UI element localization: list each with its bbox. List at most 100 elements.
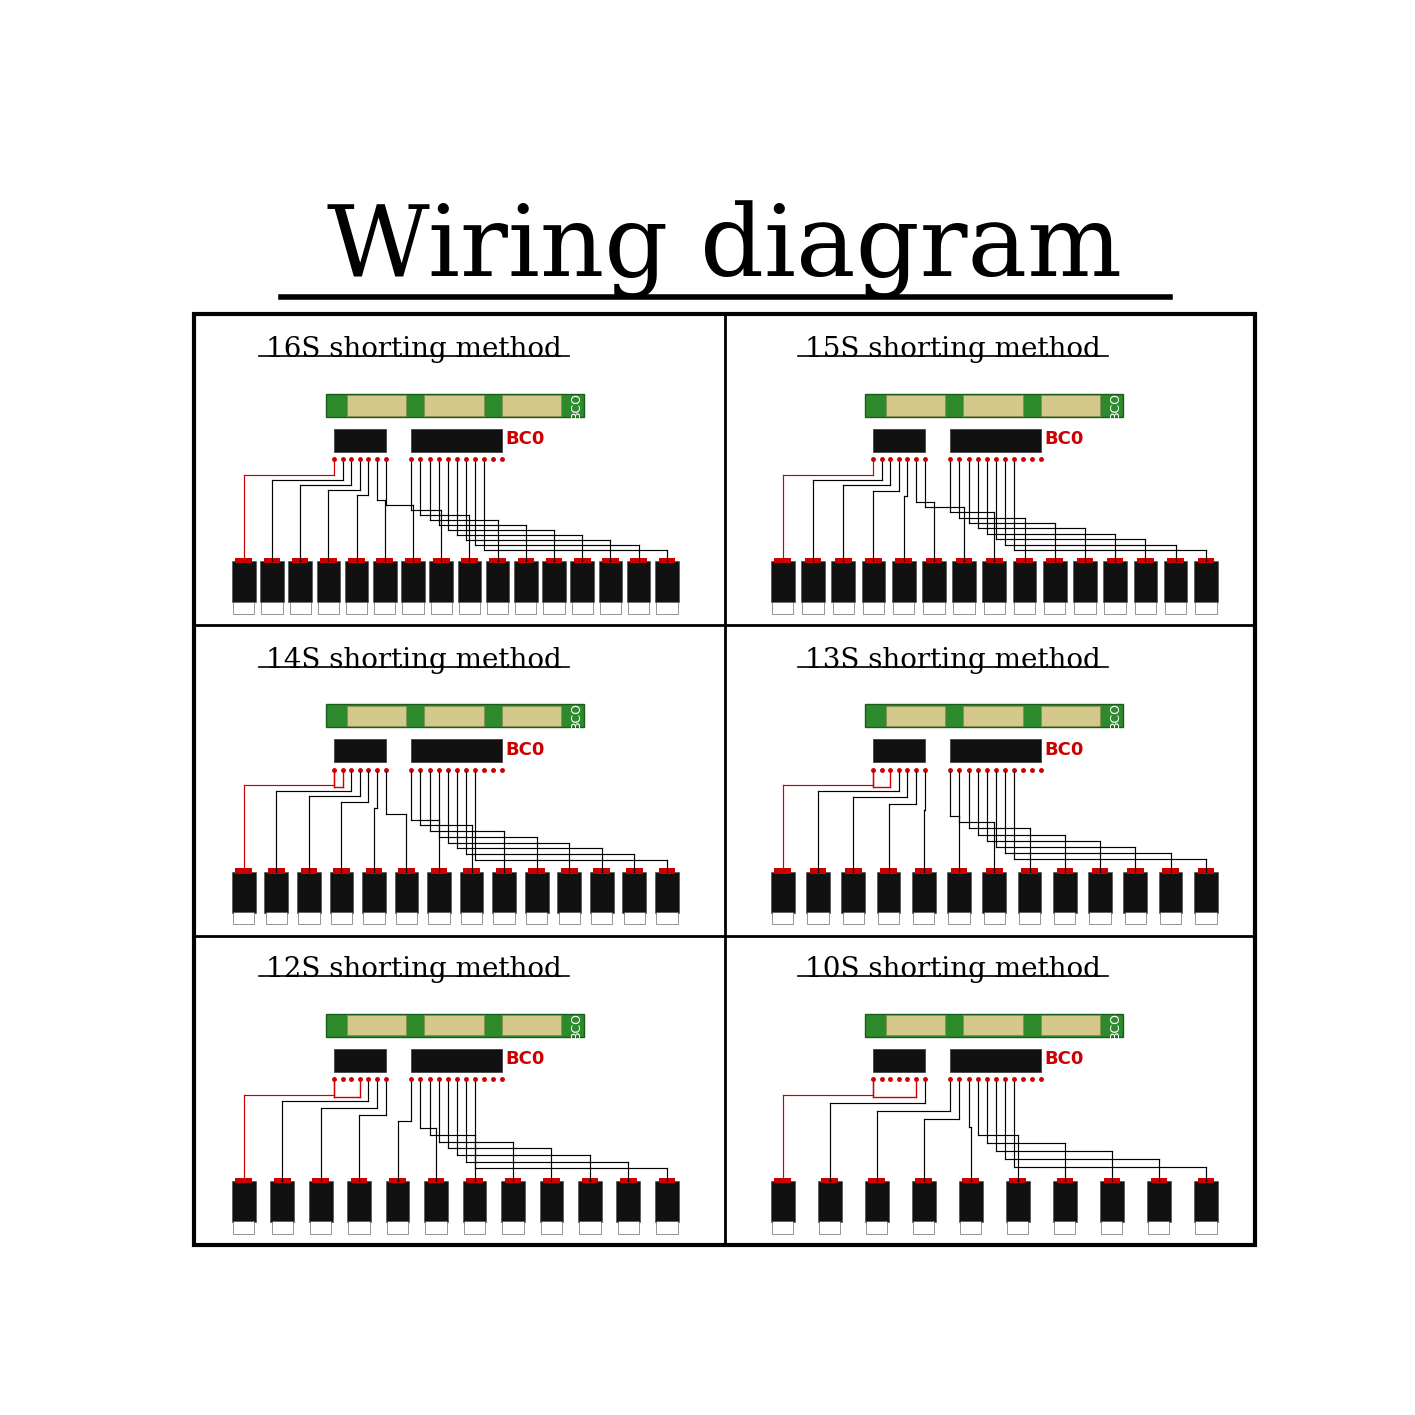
Bar — [896, 558, 911, 563]
Bar — [1194, 1182, 1218, 1223]
Bar — [543, 601, 565, 614]
Bar — [955, 558, 972, 563]
Bar — [265, 872, 289, 913]
Text: 1: 1 — [1203, 1225, 1210, 1235]
Bar — [923, 601, 945, 614]
Bar — [822, 1179, 838, 1183]
Bar — [1017, 872, 1041, 913]
Bar — [1194, 872, 1218, 913]
Text: 10S shorting method: 10S shorting method — [805, 957, 1101, 983]
Bar — [546, 558, 562, 563]
Bar — [627, 562, 651, 603]
Text: 9: 9 — [437, 604, 444, 616]
Bar — [891, 562, 916, 603]
Text: BCO: BCO — [1109, 392, 1122, 419]
Bar — [235, 558, 252, 563]
Bar — [362, 872, 386, 913]
Text: 4: 4 — [579, 604, 586, 616]
Bar — [865, 1182, 889, 1223]
Bar — [327, 1015, 584, 1037]
Bar — [873, 429, 924, 451]
Text: 1: 1 — [664, 1225, 671, 1235]
Bar — [1047, 558, 1063, 563]
Bar — [376, 558, 393, 563]
Bar — [880, 869, 897, 874]
Bar — [1090, 911, 1111, 924]
Bar — [1057, 1179, 1073, 1183]
Bar — [427, 1179, 444, 1183]
Text: 3: 3 — [607, 604, 614, 616]
Bar — [235, 869, 252, 874]
Text: 3: 3 — [586, 1225, 593, 1235]
Bar — [318, 601, 340, 614]
Bar — [658, 558, 675, 563]
Bar — [1125, 911, 1146, 924]
Bar — [317, 562, 340, 603]
Bar — [424, 706, 484, 726]
Bar — [832, 601, 853, 614]
Bar — [579, 1182, 601, 1223]
Bar — [658, 869, 675, 874]
Bar — [232, 562, 256, 603]
Bar — [866, 1015, 1124, 1037]
Bar — [374, 601, 395, 614]
Text: 5: 5 — [1061, 916, 1068, 925]
Bar — [559, 911, 580, 924]
Bar — [1196, 601, 1217, 614]
Bar — [771, 872, 795, 913]
Bar — [347, 706, 406, 726]
Bar — [333, 869, 350, 874]
Text: 1: 1 — [1203, 604, 1210, 616]
Bar — [400, 562, 424, 603]
Bar — [913, 911, 934, 924]
Bar — [1077, 558, 1094, 563]
Text: 16S shorting method: 16S shorting method — [266, 337, 562, 364]
Bar — [327, 393, 584, 417]
Bar — [1007, 1221, 1029, 1234]
Text: 12: 12 — [236, 1225, 250, 1235]
Bar — [364, 911, 385, 924]
Bar — [1159, 872, 1183, 913]
Bar — [1160, 911, 1182, 924]
Text: 16: 16 — [236, 604, 250, 616]
Text: 4: 4 — [1097, 916, 1104, 925]
Text: 10: 10 — [314, 1225, 328, 1235]
Bar — [466, 1179, 483, 1183]
Bar — [655, 872, 679, 913]
Bar — [461, 558, 478, 563]
Bar — [515, 601, 536, 614]
Text: 3: 3 — [599, 916, 606, 925]
Text: 5: 5 — [1081, 604, 1088, 616]
Bar — [518, 558, 533, 563]
Text: 12S shorting method: 12S shorting method — [266, 957, 562, 983]
Bar — [266, 911, 287, 924]
Text: 4: 4 — [1112, 604, 1119, 616]
Bar — [913, 1221, 934, 1234]
Bar — [1053, 872, 1077, 913]
Bar — [809, 869, 826, 874]
Bar — [1019, 911, 1040, 924]
Bar — [916, 869, 932, 874]
Bar — [954, 601, 975, 614]
Bar — [773, 601, 794, 614]
Bar — [427, 872, 451, 913]
Text: 12: 12 — [811, 916, 825, 925]
Bar — [347, 1182, 371, 1223]
Text: 12: 12 — [866, 604, 880, 616]
Bar — [1148, 1182, 1170, 1223]
Bar — [502, 395, 562, 416]
Text: 8: 8 — [393, 1225, 402, 1235]
Bar — [396, 911, 417, 924]
Bar — [805, 558, 821, 563]
Text: 4: 4 — [548, 1225, 555, 1235]
Bar — [623, 872, 647, 913]
Bar — [412, 429, 502, 451]
Bar — [774, 1179, 791, 1183]
Bar — [574, 558, 590, 563]
Bar — [1196, 1221, 1217, 1234]
Text: 11: 11 — [846, 916, 860, 925]
Text: 15: 15 — [265, 604, 279, 616]
Bar — [492, 872, 516, 913]
Text: 6: 6 — [501, 916, 508, 925]
Text: 14S shorting method: 14S shorting method — [266, 647, 562, 674]
